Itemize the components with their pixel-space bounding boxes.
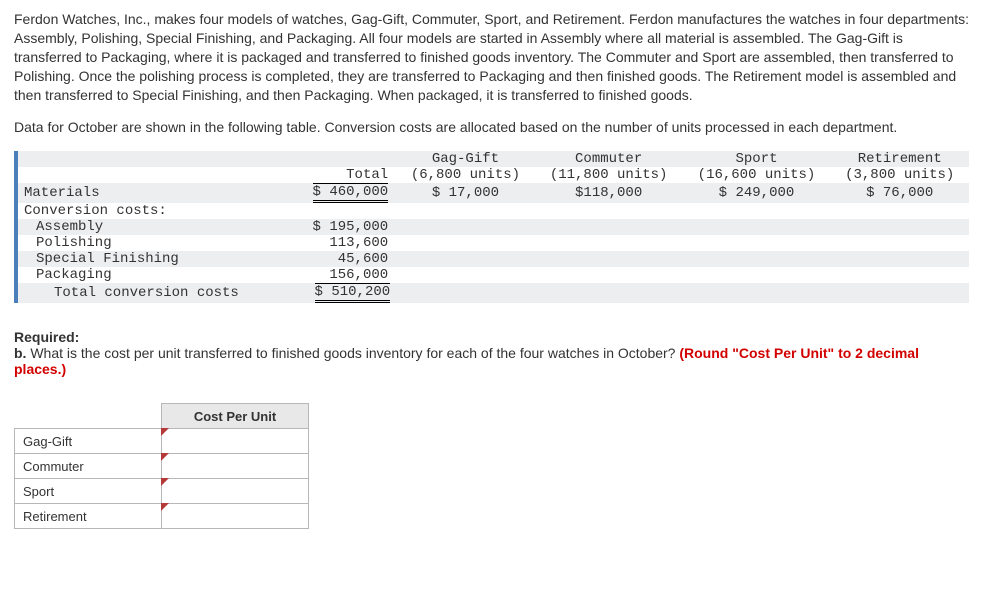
answer-input-retirement[interactable]	[162, 504, 309, 529]
answer-row-commuter: Commuter	[15, 454, 162, 479]
required-b-text: What is the cost per unit transferred to…	[30, 345, 679, 361]
materials-sport: $ 249,000	[683, 183, 831, 203]
row-totalconv-label: Total conversion costs	[16, 283, 287, 303]
specfin-total: 45,600	[287, 251, 396, 267]
row-packaging-label: Packaging	[16, 267, 287, 283]
answer-row-sport: Sport	[15, 479, 162, 504]
row-polishing-label: Polishing	[16, 235, 287, 251]
units-ret: (3,800 units)	[830, 167, 969, 183]
assembly-total: $ 195,000	[287, 219, 396, 235]
units-sport: (16,600 units)	[683, 167, 831, 183]
cost-data-table: Gag-Gift Commuter Sport Retirement Total…	[14, 151, 971, 303]
row-materials-label: Materials	[16, 183, 287, 203]
col-header-gag: Gag-Gift	[396, 151, 535, 167]
answer-row-gag: Gag-Gift	[15, 429, 162, 454]
units-gag: (6,800 units)	[396, 167, 535, 183]
col-header-ret: Retirement	[830, 151, 969, 167]
col-header-total: Total	[287, 167, 396, 183]
answer-input-sport[interactable]	[162, 479, 309, 504]
answer-header: Cost Per Unit	[162, 404, 309, 429]
col-header-com: Commuter	[535, 151, 683, 167]
intro-paragraph-2: Data for October are shown in the follow…	[14, 118, 971, 137]
polishing-total: 113,600	[287, 235, 396, 251]
materials-com: $118,000	[535, 183, 683, 203]
col-header-sport: Sport	[683, 151, 831, 167]
materials-gag: $ 17,000	[396, 183, 535, 203]
row-specfin-label: Special Finishing	[16, 251, 287, 267]
totalconv-total: $ 510,200	[315, 283, 391, 303]
required-heading: Required:	[14, 329, 971, 345]
indicator-icon	[161, 478, 169, 486]
answer-row-retirement: Retirement	[15, 504, 162, 529]
required-block: Required: b. What is the cost per unit t…	[14, 329, 971, 377]
indicator-icon	[161, 503, 169, 511]
row-conversion-label: Conversion costs:	[16, 203, 287, 219]
answer-table: Cost Per Unit Gag-Gift Commuter Sport Re…	[14, 403, 309, 529]
indicator-icon	[161, 453, 169, 461]
answer-input-commuter[interactable]	[162, 454, 309, 479]
intro-paragraph-1: Ferdon Watches, Inc., makes four models …	[14, 10, 971, 104]
units-com: (11,800 units)	[535, 167, 683, 183]
required-b-prefix: b.	[14, 345, 30, 361]
materials-total: $ 460,000	[313, 183, 389, 203]
answer-input-gag[interactable]	[162, 429, 309, 454]
row-assembly-label: Assembly	[16, 219, 287, 235]
indicator-icon	[161, 428, 169, 436]
materials-ret: $ 76,000	[830, 183, 969, 203]
packaging-total: 156,000	[287, 267, 396, 283]
